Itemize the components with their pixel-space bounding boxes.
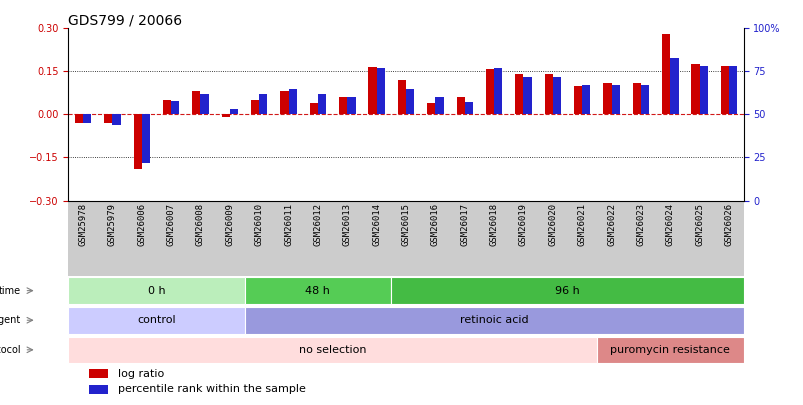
Bar (83, 115, 91, 123)
Bar (720, 66, 728, 115)
Bar (104, 115, 112, 123)
Bar (171, 101, 179, 115)
Bar (133, 115, 141, 169)
Bar (596, 337, 743, 363)
Bar (581, 85, 589, 115)
Bar (259, 94, 267, 115)
Text: GSM25979: GSM25979 (108, 203, 116, 246)
Text: GSM26018: GSM26018 (489, 203, 498, 246)
Bar (426, 103, 435, 115)
Bar (699, 66, 707, 115)
Text: GSM26009: GSM26009 (225, 203, 234, 246)
Text: GSM25978: GSM25978 (79, 203, 88, 246)
Bar (376, 68, 385, 115)
Bar (339, 97, 347, 115)
Text: GSM26015: GSM26015 (401, 203, 410, 246)
Bar (544, 74, 552, 115)
Text: no selection: no selection (299, 345, 366, 355)
Bar (661, 34, 670, 115)
Text: 96 h: 96 h (554, 286, 579, 296)
Bar (602, 83, 611, 115)
Bar (573, 86, 581, 115)
Bar (222, 115, 230, 117)
Bar (68, 337, 596, 363)
Text: GSM26024: GSM26024 (665, 203, 674, 246)
Bar (397, 80, 406, 115)
Bar (68, 277, 244, 304)
Bar (347, 97, 355, 115)
Bar (288, 89, 296, 115)
Text: GSM26006: GSM26006 (137, 203, 146, 246)
Bar (75, 115, 83, 123)
Text: log ratio: log ratio (117, 369, 164, 379)
Text: GSM26011: GSM26011 (283, 203, 293, 246)
Bar (494, 68, 502, 115)
Text: GSM26021: GSM26021 (577, 203, 586, 246)
Bar (632, 83, 640, 115)
Text: GSM26016: GSM26016 (430, 203, 439, 246)
Bar (640, 85, 648, 115)
Bar (163, 100, 171, 115)
Bar (244, 277, 391, 304)
Text: GSM26008: GSM26008 (196, 203, 205, 246)
Text: GSM26013: GSM26013 (342, 203, 352, 246)
Text: GDS799 / 20066: GDS799 / 20066 (68, 13, 182, 27)
Text: GSM26019: GSM26019 (518, 203, 528, 246)
Text: GSM26020: GSM26020 (548, 203, 556, 246)
Bar (251, 100, 259, 115)
Text: percentile rank within the sample: percentile rank within the sample (117, 384, 305, 394)
Bar (88, 369, 108, 378)
Bar (464, 102, 472, 115)
Bar (391, 277, 743, 304)
Bar (141, 115, 150, 163)
Bar (88, 385, 108, 394)
Bar (280, 92, 288, 115)
Bar (192, 92, 200, 115)
Bar (456, 97, 464, 115)
Text: retinoic acid: retinoic acid (459, 315, 528, 325)
Text: puromycin resistance: puromycin resistance (609, 345, 729, 355)
Text: control: control (137, 315, 176, 325)
Bar (244, 307, 743, 334)
Bar (515, 74, 523, 115)
Bar (691, 64, 699, 115)
Bar (485, 68, 494, 115)
Bar (728, 66, 736, 115)
Bar (200, 94, 209, 115)
Text: agent: agent (0, 315, 21, 325)
Text: GSM26014: GSM26014 (372, 203, 381, 246)
Text: time: time (0, 286, 21, 296)
Text: GSM26023: GSM26023 (636, 203, 645, 246)
Bar (406, 89, 414, 115)
Bar (611, 85, 619, 115)
Bar (68, 307, 244, 334)
Text: 48 h: 48 h (305, 286, 330, 296)
Text: 0 h: 0 h (148, 286, 165, 296)
Bar (112, 115, 120, 125)
Bar (670, 58, 678, 115)
Bar (552, 77, 560, 115)
Bar (230, 109, 238, 115)
Text: GSM26007: GSM26007 (166, 203, 175, 246)
Bar (435, 97, 443, 115)
Bar (309, 103, 317, 115)
Bar (523, 77, 531, 115)
Text: GSM26025: GSM26025 (695, 203, 703, 246)
Text: GSM26026: GSM26026 (724, 203, 732, 246)
Text: growth protocol: growth protocol (0, 345, 21, 355)
Text: GSM26012: GSM26012 (313, 203, 322, 246)
Text: GSM26010: GSM26010 (255, 203, 263, 246)
Text: GSM26017: GSM26017 (459, 203, 469, 246)
Bar (368, 67, 376, 115)
Bar (317, 94, 326, 115)
Text: GSM26022: GSM26022 (606, 203, 615, 246)
